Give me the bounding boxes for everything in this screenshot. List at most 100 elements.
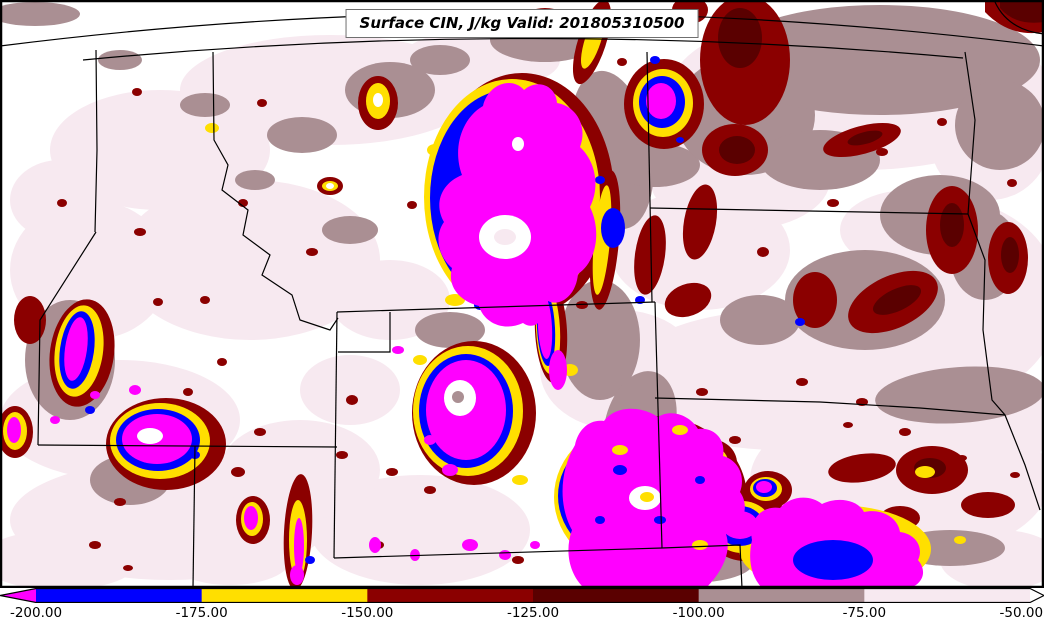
contour-region [915,466,935,478]
contour-region [617,58,627,66]
contour-region [413,355,427,365]
state-border-montana-east [646,51,653,303]
contour-region [290,565,304,585]
cin-contour-map [0,0,1044,588]
layer-overlays [137,93,873,580]
contour-region [828,453,896,483]
contour-region [595,516,605,524]
contour-region [756,481,772,493]
contour-region [512,475,528,485]
contour-region [326,183,334,189]
contour-region [85,406,95,414]
contour-region [634,215,666,295]
contour-region [876,148,888,156]
colorbar-tick-label: -50.00 [999,605,1044,621]
contour-region [640,492,654,502]
contour-region [793,540,873,580]
contour-region [346,395,358,405]
contour-region [369,537,381,553]
contour-region [1010,472,1020,478]
contour-region [442,464,458,476]
state-border-idaho-south [37,444,338,448]
contour-region [601,208,625,248]
contour-region [0,2,80,26]
contour-region [512,137,524,151]
contour-region [137,428,163,444]
contour-region [722,511,758,539]
contour-region [530,541,540,549]
contour-region [843,422,853,428]
contour-region [7,417,21,443]
contour-region [650,56,660,64]
contour-region [129,385,141,395]
contour-region [180,93,230,117]
contour-region [330,260,450,340]
contour-region [132,88,142,96]
colorbar-under-arrow [0,588,36,603]
contour-region [827,199,839,207]
contour-region [954,536,966,544]
colorbar-segment [698,588,865,603]
contour-region [424,435,436,445]
colorbar-tick-label: -125.00 [506,605,560,621]
map-title: Surface CIN, J/kg Valid: 201805310500 [359,14,685,32]
contour-region [1001,237,1019,273]
contour-region [50,416,60,424]
contour-region [692,540,708,550]
state-border-idaho-panhandle [94,49,98,233]
contour-region [940,203,964,247]
colorbar-segment [201,588,368,603]
contour-region [134,228,146,236]
colorbar-outline [0,588,1044,603]
contour-region [452,391,464,403]
contour-region [415,312,485,348]
state-border-sd-ne [654,397,1006,416]
contour-region [386,468,398,476]
colorbar-tick-label: -100.00 [672,605,725,621]
contour-region [537,295,553,359]
contour-region [654,516,666,524]
map-frame [0,0,1044,588]
contour-region [720,295,800,345]
contour-region [89,541,101,549]
colorbar-segment [36,588,203,603]
state-border-idaho-west [37,231,97,446]
title-box: Surface CIN, J/kg Valid: 201805310500 [345,9,699,38]
state-border-co-ne [661,544,743,588]
contour-region [424,486,436,494]
colorbar-tick-label: -75.00 [842,605,887,621]
contour-region [957,455,967,461]
contour-region [257,99,267,107]
contour-region [294,518,304,574]
contour-region [682,184,718,260]
contour-region [153,298,163,306]
contour-region [955,80,1044,170]
contour-region [183,388,193,396]
contour-region [205,123,219,133]
contour-region [170,535,290,585]
contour-region [1000,0,1044,23]
colorbar-tick-label: -150.00 [341,605,394,621]
colorbar-tick-label: -175.00 [175,605,228,621]
contour-region [720,5,1040,115]
contour-region [392,346,404,354]
yellowstone-outline [338,312,391,353]
contour-region [373,93,383,107]
state-border-montana-idaho [212,51,339,331]
state-border-minnesota-missouri-river [964,51,1041,511]
state-border-wyoming-south [333,547,663,559]
contour-region [757,247,769,257]
contour-region [961,492,1015,518]
contour-region [576,301,588,309]
contour-region [57,199,67,207]
contour-region [847,130,883,146]
contour-region [612,445,628,455]
contour-region [676,137,684,143]
contour-region [407,201,417,209]
contour-region [899,428,911,436]
contour-region [560,280,640,400]
contour-region [50,90,270,210]
contour-region [695,476,705,484]
contour-region [793,272,837,328]
